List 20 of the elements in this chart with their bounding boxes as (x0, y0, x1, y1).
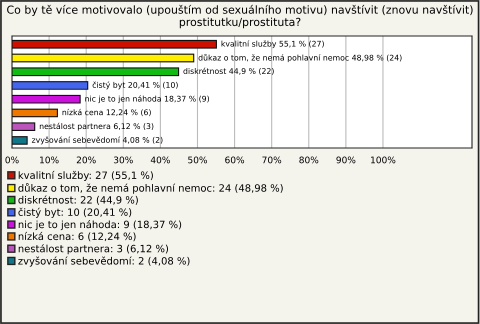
x-tick-label: 100% (371, 156, 396, 164)
x-tick-label: 80% (299, 156, 318, 164)
legend-label: důkaz o tom, že nemá pohlavní nemoc: 24 (48,98 %) (18, 183, 283, 194)
legend-label: kvalitní služby: 27 (55,1 %) (18, 170, 153, 181)
x-tick-label: 90% (336, 156, 356, 164)
chart-title: Co by tě více motivovalo (upouštím od sexuálního motivu) navštívit (znovu navštívit) prostitutku/prostituta? (7, 4, 473, 28)
legend-label: diskrétnost: 22 (44,9 %) (18, 195, 138, 205)
x-tick-label: 20% (76, 156, 96, 164)
x-tick-label: 70% (262, 156, 282, 164)
legend-label: nízká cena: 6 (12,24 %) (18, 232, 136, 242)
legend-label: čistý byt: 10 (20,41 %) (18, 208, 132, 218)
x-tick-label: 60% (225, 156, 244, 164)
legend-label: nic je to jen náhoda: 9 (18,37 %) (18, 220, 182, 230)
x-tick-label: 10% (40, 156, 59, 164)
x-tick-label: 0% (5, 156, 19, 164)
x-tick-label: 40% (150, 156, 170, 164)
x-tick-label: 30% (114, 156, 133, 164)
x-tick-label: 50% (188, 156, 208, 164)
legend-label: zvyšování sebevědomí: 2 (4,08 %) (18, 256, 190, 267)
legend-label: nestálost partnera: 3 (6,12 %) (18, 244, 168, 254)
